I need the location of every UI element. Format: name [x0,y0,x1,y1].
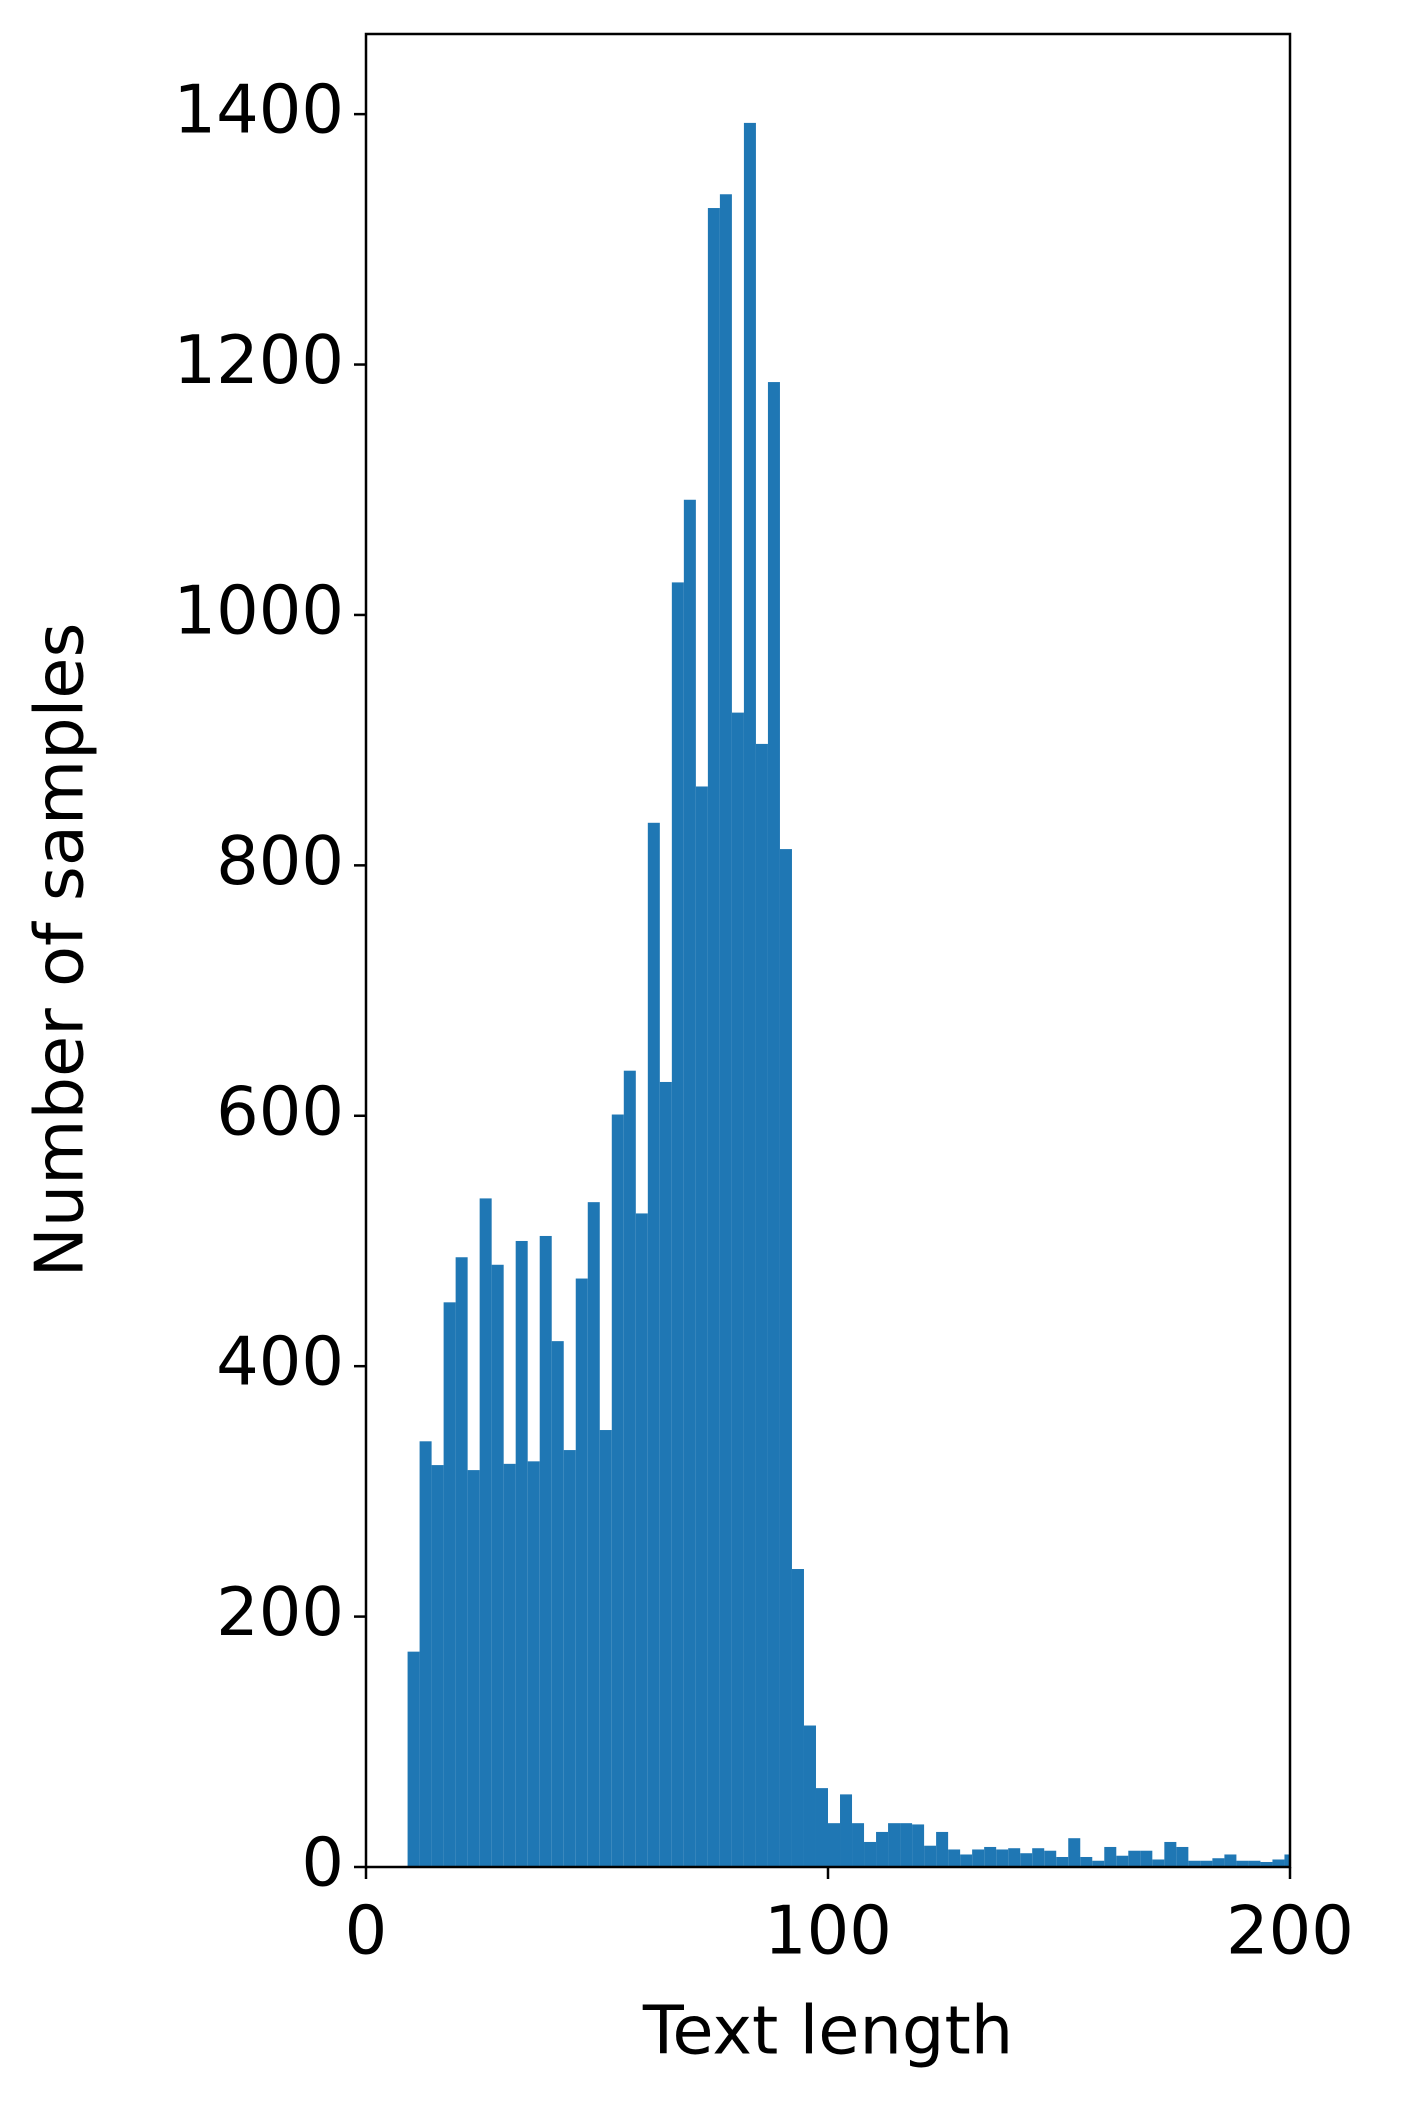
bar [1068,1838,1081,1867]
bar [803,1725,816,1867]
bar [791,1569,804,1867]
bar [1200,1860,1213,1867]
bar [671,582,684,1867]
bars [407,122,1290,1867]
bar [1260,1861,1273,1867]
bar [815,1788,828,1867]
bar [659,1081,672,1867]
bar [635,1213,648,1867]
bar [599,1430,612,1867]
bar [1116,1855,1129,1867]
y-tick-label: 1200 [173,321,344,399]
bar [539,1235,552,1867]
x-axis-label: Text length [642,1992,1013,2070]
bar [491,1264,504,1867]
bar [972,1849,985,1867]
bar [1092,1860,1105,1867]
bar [431,1465,444,1867]
bar [515,1240,528,1867]
bar [683,499,696,1867]
bar [719,194,732,1867]
bar [1008,1848,1021,1867]
bar [1236,1860,1249,1867]
bar [1224,1854,1237,1867]
bar [1020,1853,1033,1867]
bar [960,1854,973,1867]
bar [900,1823,913,1867]
bar [407,1651,420,1867]
y-tick-label: 400 [216,1323,344,1401]
bar [695,786,708,1867]
bar [479,1198,492,1867]
x-tick-label: 100 [764,1892,892,1970]
bar [623,1070,636,1867]
bar [840,1794,853,1867]
bar [888,1823,901,1867]
bar [731,712,744,1867]
bar [1140,1850,1153,1867]
bar [1248,1860,1261,1867]
bar [755,743,768,1867]
bar [1104,1846,1117,1867]
x-tick-label: 0 [345,1892,388,1970]
bar [1032,1848,1045,1867]
y-tick-label: 0 [301,1824,344,1902]
bar [984,1846,997,1867]
bar [587,1202,600,1867]
bar [563,1450,576,1867]
bar [912,1824,925,1867]
y-tick-label: 800 [216,822,344,900]
bar [743,122,756,1867]
bar [936,1831,949,1867]
bar [1056,1856,1069,1867]
bar [779,849,792,1867]
bar [419,1441,432,1867]
y-tick-label: 600 [216,1072,344,1150]
bar [1044,1850,1057,1867]
y-tick-label: 200 [216,1573,344,1651]
bar [1212,1858,1225,1867]
y-axis-label: Number of samples [21,623,99,1278]
bar [876,1831,889,1867]
bar [575,1278,588,1867]
bar [443,1302,456,1867]
bar [948,1849,961,1867]
bar [467,1470,480,1867]
bar [503,1463,516,1867]
y-tick-label: 1400 [173,71,344,149]
bar [1164,1841,1177,1867]
bar [864,1841,877,1867]
bar [1080,1856,1093,1867]
bar [647,822,660,1867]
bar [1176,1846,1189,1867]
bar [455,1257,468,1867]
y-tick-label: 1000 [173,571,344,649]
bar [1128,1850,1141,1867]
bar [852,1823,865,1867]
bar [551,1341,564,1867]
bar [924,1845,937,1867]
bar [996,1849,1009,1867]
bar [828,1823,841,1867]
bar [1284,1854,1290,1867]
bar [527,1461,540,1867]
bar [707,208,720,1867]
bar [1272,1859,1285,1867]
x-tick-label: 200 [1226,1892,1354,1970]
bar [1152,1859,1165,1867]
bar [1188,1860,1201,1867]
bar [611,1114,624,1867]
bar [767,382,780,1867]
